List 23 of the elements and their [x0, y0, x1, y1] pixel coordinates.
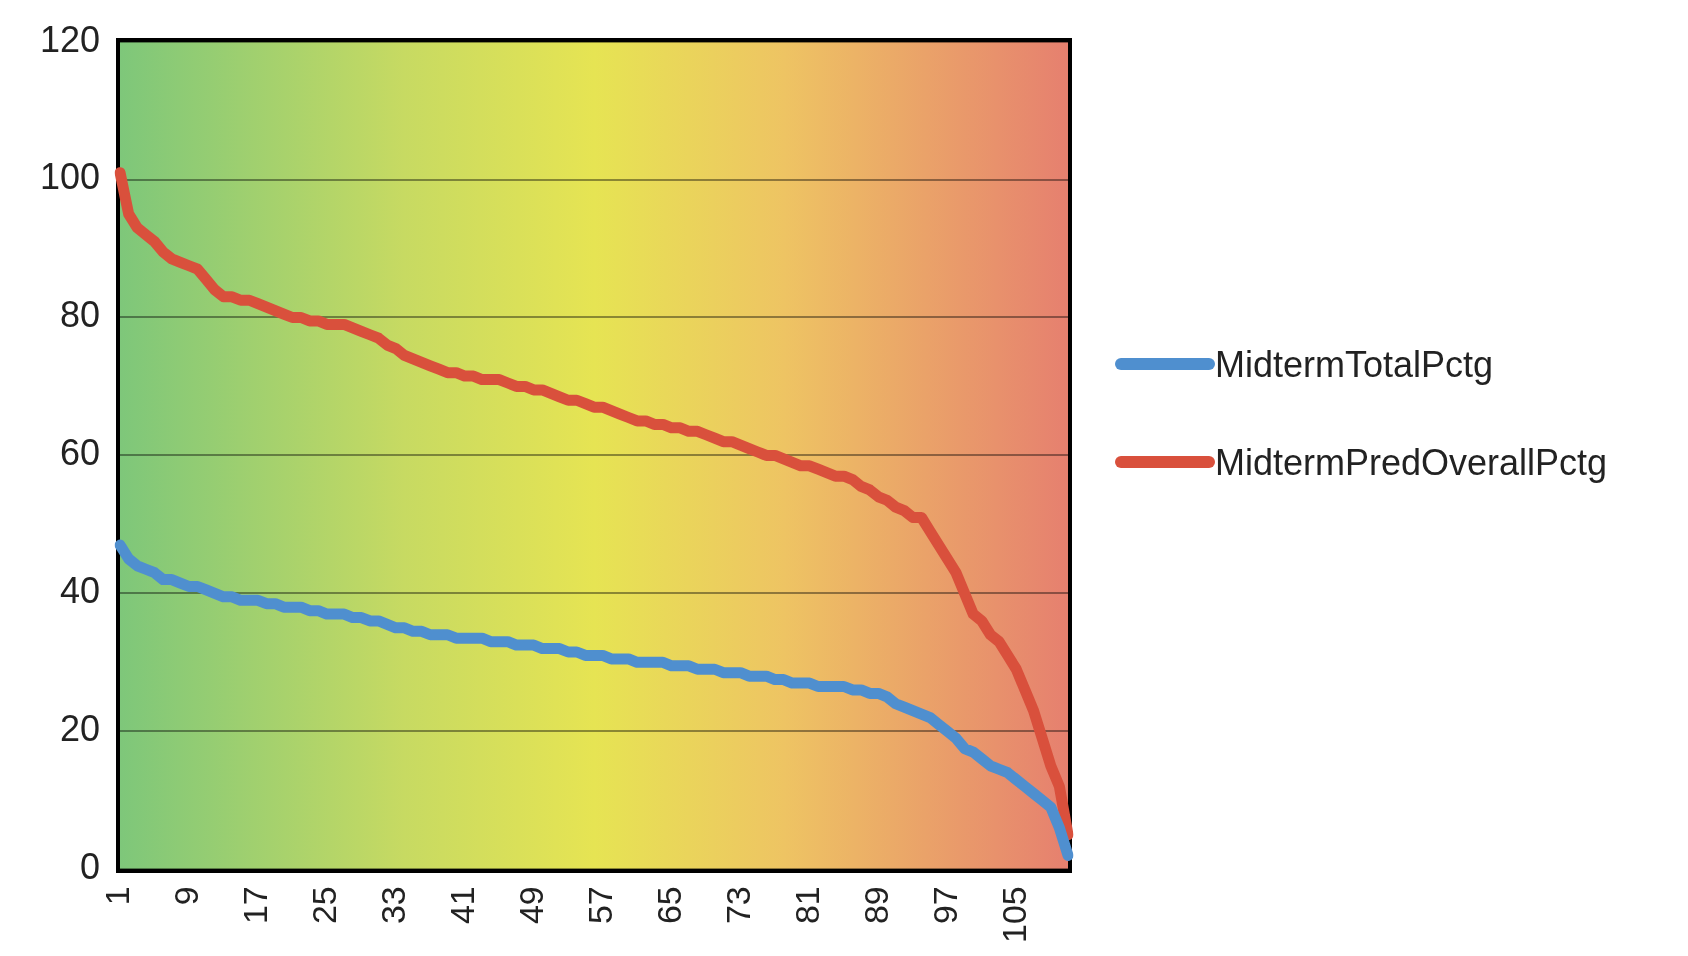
y-tick-label: 100	[39, 156, 101, 198]
x-tick-label: 49	[512, 886, 551, 925]
y-tick-label: 120	[39, 18, 101, 60]
y-tick-label: 60	[60, 432, 101, 474]
legend-label: MidtermTotalPctg	[1215, 343, 1495, 387]
legend-label: MidtermPredOverallPctg	[1215, 441, 1609, 486]
x-tick-label: 9	[167, 886, 206, 906]
y-tick-label: 80	[60, 294, 101, 336]
x-tick-label: 65	[649, 886, 688, 925]
x-tick-label: 57	[581, 886, 620, 925]
y-tick-label: 40	[60, 570, 101, 612]
x-tick-label: 25	[305, 886, 344, 925]
x-tick-label: 73	[718, 886, 757, 925]
y-tick-label: 0	[80, 846, 101, 888]
x-tick-label: 41	[443, 886, 482, 925]
x-tick-label: 81	[787, 886, 826, 925]
x-tick-label: 105	[994, 886, 1033, 944]
x-tick-label: 17	[236, 886, 275, 925]
y-tick-label: 20	[60, 708, 101, 750]
x-tick-label: 97	[925, 886, 964, 925]
x-tick-label: 89	[856, 886, 895, 925]
x-tick-label: 33	[374, 886, 413, 925]
x-tick-label: 1	[98, 886, 137, 906]
